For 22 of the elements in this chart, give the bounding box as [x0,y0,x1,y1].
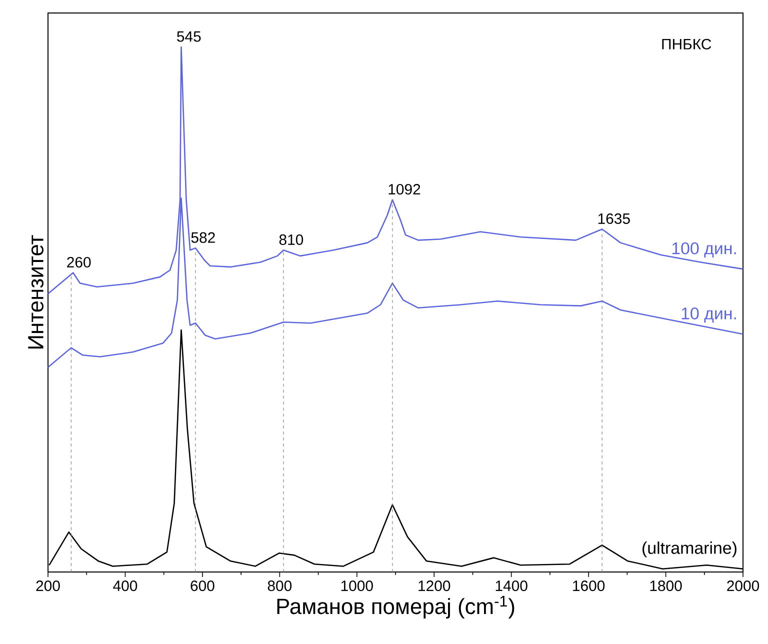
x-tick-label: 600 [190,580,214,592]
x-tick-label: 1200 [418,580,450,592]
x-tick-label: 200 [36,580,60,592]
x-tick-label: 800 [268,580,292,592]
x-tick-label: 1800 [650,580,682,592]
x-tick-label: 1400 [496,580,528,592]
series-label: (ultramarine) [642,542,736,558]
annotation: 1635 [598,213,630,224]
annotation: 810 [279,234,304,245]
x-tick-label: 400 [113,580,138,592]
x-tick-label: 2000 [727,580,760,592]
annotation: 545 [177,31,201,42]
x-tick-label: 1000 [341,580,373,592]
x-axis-title: Раманов померај (cm$^{-1}$) [277,596,514,619]
annotation: 582 [191,232,215,243]
annotation: 260 [67,256,91,268]
annotation: 1092 [388,184,420,195]
series-label: 10 дин. [682,307,736,323]
series-label: 100 дин. [672,242,736,258]
annotation: ПНБКС [662,38,712,50]
x-tick-label: 1600 [573,580,605,592]
y-axis-title: Интензитет [28,235,44,348]
